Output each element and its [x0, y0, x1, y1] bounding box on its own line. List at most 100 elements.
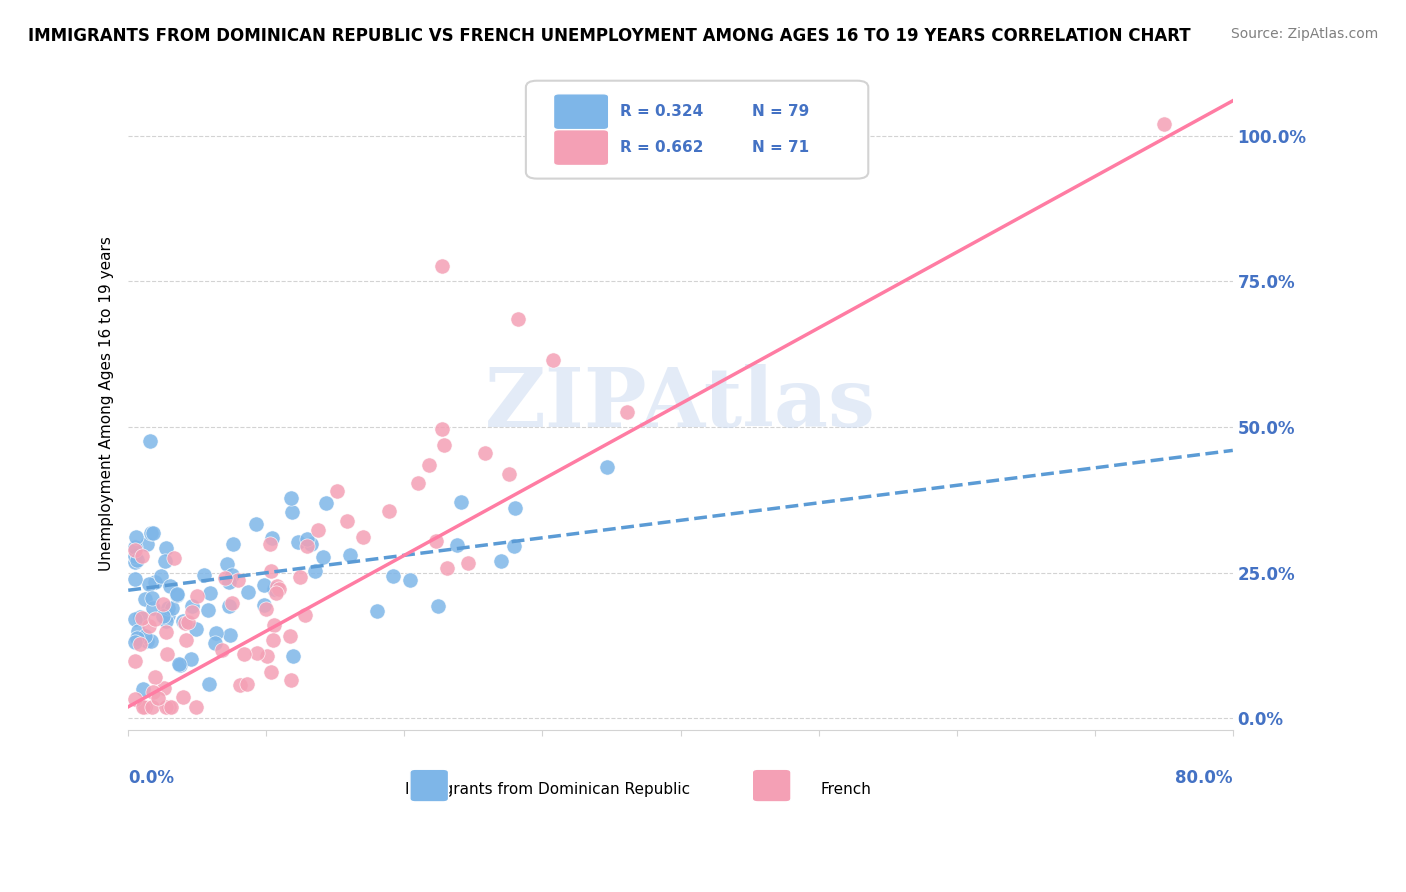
- Point: [193, 567, 215, 582]
- Point: [450, 494, 472, 508]
- Point: [541, 353, 564, 368]
- Point: [264, 586, 287, 600]
- Point: [1153, 117, 1175, 131]
- Point: [156, 647, 179, 661]
- Point: [503, 539, 526, 553]
- Point: [139, 634, 162, 648]
- Point: [169, 657, 191, 672]
- Point: [142, 601, 165, 615]
- Point: [127, 624, 149, 639]
- Point: [221, 567, 243, 582]
- Point: [152, 681, 174, 695]
- Point: [166, 588, 188, 602]
- Point: [197, 603, 219, 617]
- Point: [134, 629, 156, 643]
- Point: [326, 483, 349, 498]
- Point: [152, 609, 174, 624]
- Point: [157, 601, 180, 615]
- Point: [339, 548, 361, 562]
- Point: [131, 682, 153, 697]
- Point: [236, 677, 259, 691]
- Point: [336, 515, 359, 529]
- FancyBboxPatch shape: [752, 769, 792, 802]
- Point: [280, 629, 302, 643]
- Point: [226, 573, 249, 587]
- Point: [141, 699, 163, 714]
- Point: [307, 523, 329, 537]
- Point: [143, 612, 166, 626]
- FancyBboxPatch shape: [411, 769, 449, 802]
- Point: [124, 654, 146, 668]
- FancyBboxPatch shape: [554, 94, 609, 129]
- Point: [382, 569, 405, 583]
- Point: [378, 504, 401, 518]
- Point: [218, 628, 240, 642]
- Text: ZIPAtlas: ZIPAtlas: [485, 364, 876, 443]
- Point: [503, 500, 526, 515]
- Point: [262, 633, 284, 648]
- Point: [290, 570, 312, 584]
- Point: [198, 677, 221, 691]
- Point: [125, 553, 148, 567]
- Text: 0.0%: 0.0%: [128, 769, 174, 788]
- Point: [498, 467, 520, 481]
- Point: [174, 633, 197, 648]
- Point: [253, 578, 276, 592]
- Point: [260, 665, 283, 680]
- Point: [238, 585, 260, 599]
- Text: N = 71: N = 71: [752, 140, 810, 155]
- Point: [124, 572, 146, 586]
- Text: R = 0.662: R = 0.662: [620, 140, 703, 155]
- Point: [233, 647, 256, 661]
- Point: [124, 549, 146, 563]
- Text: Immigrants from Dominican Republic: Immigrants from Dominican Republic: [405, 782, 690, 797]
- Point: [427, 599, 450, 614]
- Point: [159, 579, 181, 593]
- Y-axis label: Unemployment Among Ages 16 to 19 years: Unemployment Among Ages 16 to 19 years: [100, 236, 114, 571]
- Point: [172, 614, 194, 628]
- Point: [312, 550, 335, 565]
- Point: [433, 438, 456, 452]
- Point: [142, 526, 165, 541]
- Point: [259, 537, 281, 551]
- Text: 80.0%: 80.0%: [1175, 769, 1233, 788]
- Point: [229, 678, 252, 692]
- Point: [180, 652, 202, 666]
- Point: [138, 577, 160, 591]
- Point: [222, 537, 245, 551]
- Point: [221, 595, 243, 609]
- Point: [432, 259, 454, 273]
- Point: [124, 540, 146, 554]
- Point: [176, 615, 198, 629]
- Point: [260, 564, 283, 578]
- Point: [180, 605, 202, 619]
- Point: [141, 591, 163, 606]
- Text: IMMIGRANTS FROM DOMINICAN REPUBLIC VS FRENCH UNEMPLOYMENT AMONG AGES 16 TO 19 YE: IMMIGRANTS FROM DOMINICAN REPUBLIC VS FR…: [28, 27, 1191, 45]
- Point: [172, 690, 194, 704]
- Point: [295, 539, 318, 553]
- Point: [167, 657, 190, 672]
- Point: [436, 561, 458, 575]
- Point: [287, 535, 309, 549]
- Point: [267, 582, 290, 597]
- Point: [474, 446, 496, 460]
- Point: [211, 642, 233, 657]
- Point: [124, 635, 146, 649]
- Point: [281, 648, 304, 663]
- Point: [263, 582, 285, 596]
- Point: [136, 537, 159, 551]
- Point: [245, 516, 267, 531]
- Point: [406, 476, 429, 491]
- Point: [398, 574, 420, 588]
- FancyBboxPatch shape: [554, 129, 609, 166]
- Point: [124, 530, 146, 544]
- Point: [153, 554, 176, 568]
- Point: [150, 569, 173, 583]
- Point: [166, 587, 188, 601]
- Point: [425, 533, 447, 548]
- Point: [138, 619, 160, 633]
- Point: [596, 459, 619, 474]
- Text: Source: ZipAtlas.com: Source: ZipAtlas.com: [1230, 27, 1378, 41]
- Point: [184, 699, 207, 714]
- Point: [131, 610, 153, 624]
